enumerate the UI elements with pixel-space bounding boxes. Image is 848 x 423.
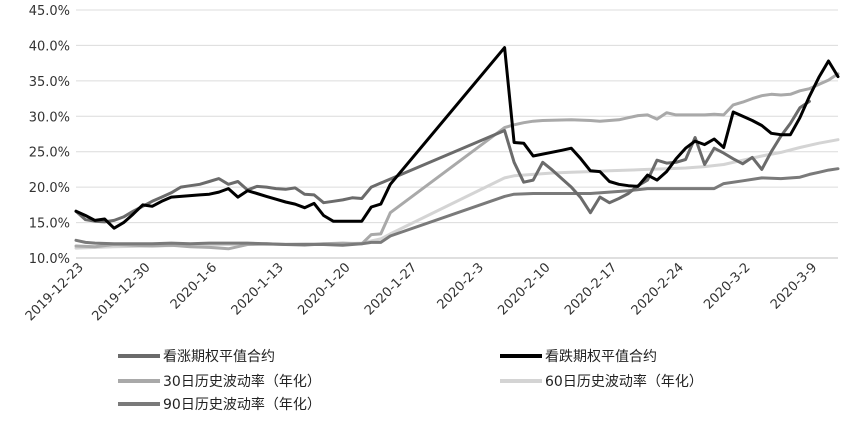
y-tick-label: 15.0% (29, 217, 70, 232)
x-tick-label: 2020-2-17 (562, 260, 620, 318)
x-tick-label: 2020-3-9 (768, 260, 820, 312)
x-tick-label: 2020-2-10 (495, 260, 553, 318)
x-tick-label: 2019-12-30 (89, 260, 153, 324)
series-line-5 (74, 167, 840, 247)
x-tick-label: 2020-2-3 (435, 260, 487, 312)
series-lines (74, 46, 840, 251)
x-tick-label: 2020-1-6 (168, 260, 220, 312)
legend-label: 90日历史波动率（年化） (163, 396, 321, 413)
y-tick-label: 45.0% (29, 4, 70, 19)
y-tick-label: 10.0% (29, 252, 70, 267)
series-line-3 (74, 72, 840, 251)
legend-item: 看涨期权平值合约 (118, 349, 275, 365)
legend-label: 30日历史波动率（年化） (163, 373, 321, 390)
legend-item: 90日历史波动率（年化） (118, 396, 321, 413)
series-line-4 (74, 138, 840, 250)
legend-item: 60日历史波动率（年化） (500, 373, 703, 390)
y-axis: 10.0% 15.0% 20.0% 25.0% 30.0% 35.0% 40.0% 45.0% (29, 4, 70, 267)
legend-label: 60日历史波动率（年化） (545, 373, 703, 390)
y-tick-label: 25.0% (29, 146, 70, 161)
grid-lines (76, 9, 838, 259)
legend: 看涨期权平值合约 看跌期权平值合约 30日历史波动率（年化） 60日历史波动率（年化）… (118, 349, 703, 413)
x-tick-label: 2020-1-13 (229, 260, 287, 318)
y-tick-label: 35.0% (29, 75, 70, 90)
x-tick-label: 2019-12-23 (23, 260, 87, 324)
y-tick-label: 40.0% (29, 39, 70, 54)
legend-label: 看跌期权平值合约 (545, 349, 657, 365)
y-tick-label: 30.0% (29, 110, 70, 125)
legend-item: 30日历史波动率（年化） (118, 373, 321, 390)
x-tick-label: 2020-1-20 (295, 260, 353, 318)
legend-item: 看跌期权平值合约 (500, 349, 657, 365)
series-line-1 (74, 99, 811, 224)
y-tick-label: 20.0% (29, 181, 70, 196)
x-axis: 2019-12-23 2019-12-30 2020-1-6 2020-1-13 202… (23, 260, 820, 324)
series-line-2 (74, 46, 840, 230)
x-tick-label: 2020-2-24 (629, 260, 687, 318)
x-tick-label: 2020-1-27 (362, 260, 420, 318)
x-tick-label: 2020-3-2 (701, 260, 753, 312)
legend-label: 看涨期权平值合约 (163, 349, 275, 365)
